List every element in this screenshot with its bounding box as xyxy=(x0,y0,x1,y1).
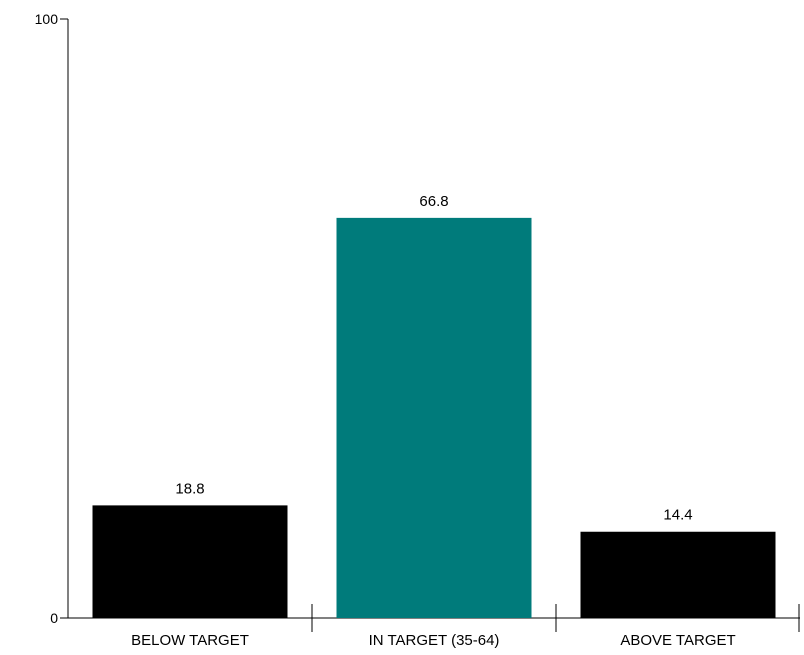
bar xyxy=(92,505,288,618)
bar-value-label: 66.8 xyxy=(419,193,448,210)
bar-value-label: 14.4 xyxy=(663,507,692,524)
x-category-label: IN TARGET (35-64) xyxy=(369,632,500,649)
x-category-label: ABOVE TARGET xyxy=(620,632,735,649)
y-tick-label: 100 xyxy=(35,11,59,27)
bar xyxy=(580,531,776,618)
bar xyxy=(336,217,532,619)
bar-value-label: 18.8 xyxy=(175,480,204,497)
y-tick-label: 0 xyxy=(50,610,58,626)
chart-bars xyxy=(92,217,776,619)
chart-labels: 18.8 BELOW TARGET 66.8 IN TARGET (35-64) 14.… xyxy=(131,193,736,649)
x-category-label: BELOW TARGET xyxy=(131,632,249,649)
